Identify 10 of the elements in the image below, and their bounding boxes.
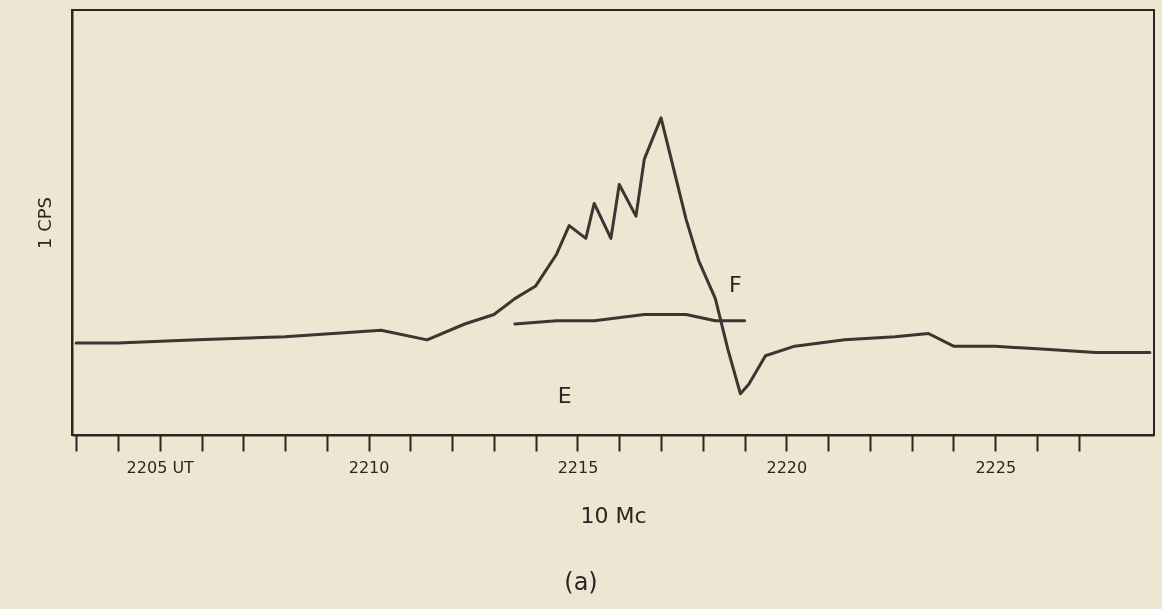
x-tick-label: 2225 bbox=[975, 457, 1017, 477]
annotation: E bbox=[557, 382, 572, 408]
x-tick-label: 2205 UT bbox=[126, 457, 195, 477]
y-axis-title: 1 CPS bbox=[33, 196, 55, 250]
x-tick-label: 2210 bbox=[348, 457, 390, 477]
x-tick-label: 2215 bbox=[557, 457, 599, 477]
text: (a) bbox=[563, 568, 599, 596]
x-tick-label: 2220 bbox=[766, 457, 808, 477]
annotation: F bbox=[729, 271, 742, 297]
x-axis-title: 10 Mc bbox=[580, 502, 647, 528]
